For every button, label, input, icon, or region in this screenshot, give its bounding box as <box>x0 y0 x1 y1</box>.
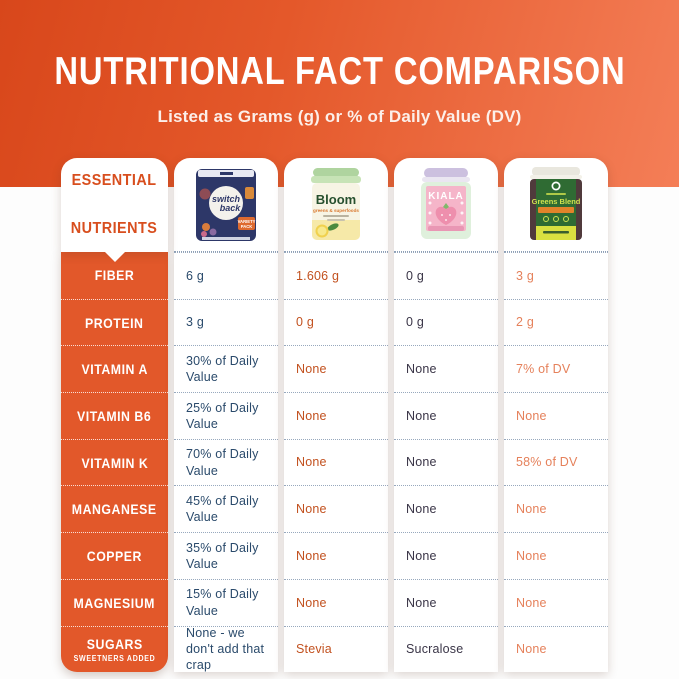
value-vitamin-b6-switchback: 25% of Daily Value <box>174 392 278 439</box>
corner-label-line1: ESSENTIAL <box>72 172 157 189</box>
value-magnesium-switchback: 15% of Daily Value <box>174 578 278 626</box>
value-manganese-bloom: None <box>284 485 388 532</box>
value-copper-bloom: None <box>284 532 388 579</box>
value-copper-switchback: 35% of Daily Value <box>174 532 278 579</box>
page-subtitle: Listed as Grams (g) or % of Daily Value … <box>157 107 522 126</box>
row-label-vitamin-b6: VITAMIN B6 <box>61 392 168 439</box>
nutrients-column: ESSENTIAL NUTRIENTS FIBER PROTEIN VITAMI… <box>61 158 168 673</box>
value-magnesium-kiala: None <box>394 578 498 626</box>
value-fiber-greens-blend: 3 g <box>504 252 608 299</box>
value-fiber-bloom: 1.606 g <box>284 252 388 299</box>
corner-label-line2: NUTRIENTS <box>71 220 158 237</box>
value-vitamin-a-greens-blend: 7% of DV <box>504 345 608 392</box>
value-magnesium-greens-blend: None <box>504 578 608 626</box>
kiala-product-image: KIALA <box>394 158 498 252</box>
kiala-tub-illustration: KIALA <box>421 167 471 239</box>
value-sugars-kiala: Sucralose <box>394 625 498 673</box>
value-copper-greens-blend: None <box>504 532 608 579</box>
row-label-manganese: MANGANESE <box>61 485 168 532</box>
value-manganese-switchback: 45% of Daily Value <box>174 485 278 532</box>
row-sublabel-sweeteners: SWEETNERS ADDED <box>73 653 156 663</box>
row-label-fiber: FIBER <box>94 267 135 284</box>
value-magnesium-bloom: None <box>284 578 388 626</box>
bloom-product-image: Bloom greens & superfoods <box>284 158 388 252</box>
value-protein-greens-blend: 2 g <box>504 298 608 346</box>
value-vitamin-k-bloom: None <box>284 438 388 486</box>
nutrient-labels: FIBER PROTEIN VITAMIN A VITAMIN B6 VITAM… <box>61 252 168 673</box>
greens-blend-product-image: Greens Blend <box>504 158 608 252</box>
bloom-tagline-text: greens & superfoods <box>313 208 359 213</box>
column-switchback: switch back VARIETY PACK 6 g 3 g 30% of … <box>174 158 278 672</box>
value-protein-switchback: 3 g <box>174 298 278 346</box>
page-title: NUTRITIONAL FACT COMPARISON <box>54 50 626 93</box>
value-vitamin-b6-greens-blend: None <box>504 392 608 439</box>
variety-badge-line2: PACK <box>241 224 253 229</box>
bloom-tub-illustration: Bloom greens & superfoods <box>311 167 361 240</box>
column-bloom: Bloom greens & superfoods 1.606 g 0 g No… <box>284 158 388 673</box>
column-greens-blend: Greens Blend 3 g 2 g 7% of DV None 58% o… <box>504 158 608 673</box>
value-protein-kiala: 0 g <box>394 298 498 346</box>
value-manganese-greens-blend: None <box>504 485 608 532</box>
header-band <box>0 0 679 187</box>
value-vitamin-k-switchback: 70% of Daily Value <box>174 438 278 486</box>
comparison-table: ESSENTIAL NUTRIENTS FIBER PROTEIN VITAMI… <box>61 158 608 672</box>
value-vitamin-a-switchback: 30% of Daily Value <box>174 345 278 392</box>
row-label-sugars: SUGARS SWEETNERS ADDED <box>61 625 168 673</box>
row-label-copper: COPPER <box>61 532 168 579</box>
row-label-vitamin-k: VITAMIN K <box>61 438 168 486</box>
kiala-brand-text: KIALA <box>428 191 464 202</box>
value-vitamin-k-kiala: None <box>394 438 498 486</box>
greens-blend-brand-text: Greens Blend <box>532 197 581 206</box>
switchback-product-image: switch back VARIETY PACK <box>174 158 278 252</box>
value-vitamin-a-kiala: None <box>394 345 498 392</box>
essential-nutrients-header: ESSENTIAL NUTRIENTS <box>61 158 168 252</box>
bloom-brand-text: Bloom <box>316 192 356 207</box>
value-vitamin-a-bloom: None <box>284 345 388 392</box>
switchback-word2: back <box>220 203 242 213</box>
row-label-protein: PROTEIN <box>61 298 168 346</box>
value-sugars-greens-blend: None <box>504 625 608 673</box>
switchback-pouch-illustration: switch back VARIETY PACK <box>196 168 256 241</box>
value-copper-kiala: None <box>394 532 498 579</box>
value-protein-bloom: 0 g <box>284 298 388 346</box>
row-label-magnesium: MAGNESIUM <box>61 578 168 626</box>
value-manganese-kiala: None <box>394 485 498 532</box>
value-fiber-switchback: 6 g <box>174 252 278 299</box>
row-label-vitamin-a: VITAMIN A <box>61 345 168 392</box>
value-vitamin-b6-kiala: None <box>394 392 498 439</box>
column-kiala: KIALA 0 g 0 g None None None None None N… <box>394 158 498 673</box>
value-fiber-kiala: 0 g <box>394 252 498 299</box>
variety-badge-line1: VARIETY <box>238 219 256 224</box>
value-sugars-switchback: None - we don't add that crap <box>174 625 278 672</box>
value-vitamin-k-greens-blend: 58% of DV <box>504 438 608 486</box>
greens-blend-tub-illustration: Greens Blend <box>530 166 582 240</box>
switchback-word1: switch <box>212 194 241 204</box>
value-vitamin-b6-bloom: None <box>284 392 388 439</box>
value-sugars-bloom: Stevia <box>284 625 388 673</box>
